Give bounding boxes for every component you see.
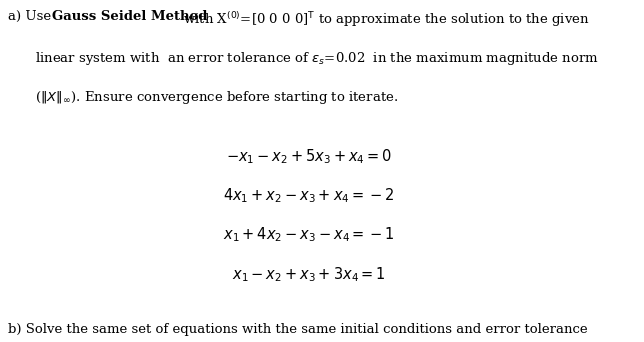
Text: $x_1 + 4x_2 - x_3 - x_4 = -1$: $x_1 + 4x_2 - x_3 - x_4 = -1$ (223, 226, 395, 245)
Text: Gauss Seidel Method: Gauss Seidel Method (52, 10, 207, 23)
Text: $4x_1 + x_2 - x_3 + x_4 = -2$: $4x_1 + x_2 - x_3 + x_4 = -2$ (223, 186, 395, 205)
Text: with X$^{(0)}$=[0 0 0 0]$^{\mathrm{T}}$ to approximate the solution to the given: with X$^{(0)}$=[0 0 0 0]$^{\mathrm{T}}$ … (179, 10, 590, 29)
Text: a) Use: a) Use (8, 10, 55, 23)
Text: linear system with  an error tolerance of $\varepsilon_s$=0.02  in the maximum m: linear system with an error tolerance of… (35, 50, 600, 67)
Text: $-x_1 - x_2 + 5x_3 + x_4 = 0$: $-x_1 - x_2 + 5x_3 + x_4 = 0$ (226, 147, 392, 166)
Text: $x_1 - x_2 + x_3 + 3x_4 = 1$: $x_1 - x_2 + x_3 + 3x_4 = 1$ (232, 265, 386, 284)
Text: b) Solve the same set of equations with the same initial conditions and error to: b) Solve the same set of equations with … (8, 323, 587, 336)
Text: ($\|X\|_\infty$). Ensure convergence before starting to iterate.: ($\|X\|_\infty$). Ensure convergence bef… (35, 89, 399, 106)
